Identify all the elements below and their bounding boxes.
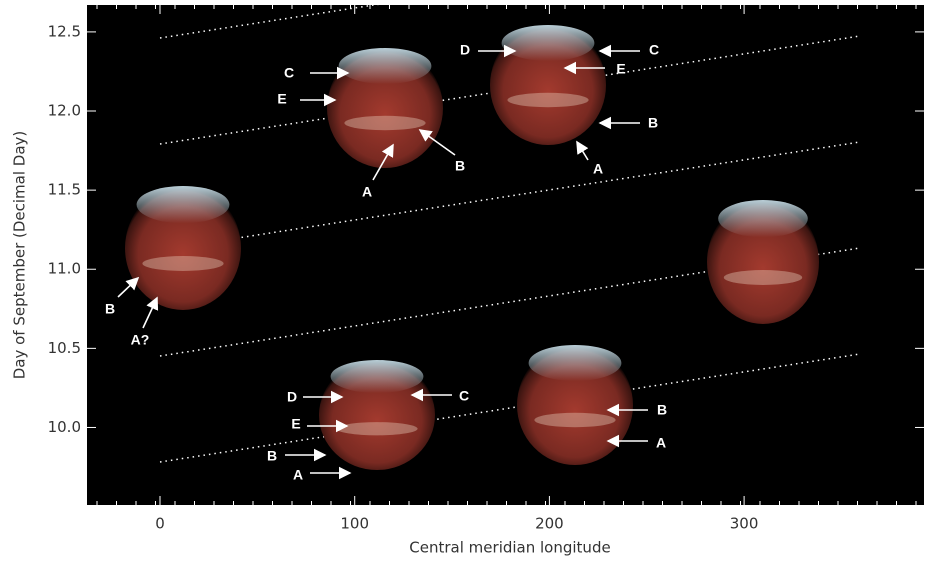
bright-band [142, 256, 223, 271]
bright-band [507, 93, 588, 107]
annotation-label: A [593, 161, 603, 177]
annotation-label: A [362, 184, 372, 200]
annotation-label: A [656, 435, 666, 451]
annotation-label: B [648, 115, 658, 131]
annotation-label: B [657, 402, 667, 418]
annotation-label: D [460, 42, 470, 58]
x-tick-label: 0 [155, 515, 165, 533]
y-tick-label: 12.0 [48, 102, 81, 120]
y-tick-label: 11.0 [48, 260, 81, 278]
polar-cap [718, 200, 808, 237]
polar-cap [137, 186, 230, 223]
x-axis-label: Central meridian longitude [409, 539, 610, 557]
polar-cap [339, 48, 432, 84]
annotation-label: B [105, 301, 115, 317]
chart: Central meridian longitude Day of Septem… [0, 0, 925, 562]
annotation-label: B [267, 448, 277, 464]
annotation-label: A? [131, 332, 150, 348]
y-tick-label: 12.5 [48, 22, 81, 40]
y-tick-label: 10.0 [48, 418, 81, 436]
annotation-label: C [284, 65, 294, 81]
polar-cap [502, 25, 595, 61]
polar-cap [529, 345, 622, 381]
annotation-label: E [277, 91, 286, 107]
annotation-label: E [616, 61, 625, 77]
annotation-label: D [287, 389, 297, 405]
annotation-label: A [293, 467, 303, 483]
bright-band [724, 270, 802, 285]
y-tick-label: 10.5 [48, 339, 81, 357]
x-tick-label: 300 [730, 515, 759, 533]
bright-band [344, 116, 425, 130]
bright-band [336, 422, 417, 435]
bright-band [534, 413, 615, 427]
x-tick-label: 200 [535, 515, 564, 533]
annotation-label: B [455, 158, 465, 174]
polar-cap [331, 360, 424, 393]
x-tick-label: 100 [340, 515, 369, 533]
y-axis-label: Day of September (Decimal Day) [11, 131, 29, 380]
annotation-label: C [459, 388, 469, 404]
y-tick-label: 11.5 [48, 181, 81, 199]
annotation-label: E [291, 416, 300, 432]
annotation-label: C [649, 42, 659, 58]
